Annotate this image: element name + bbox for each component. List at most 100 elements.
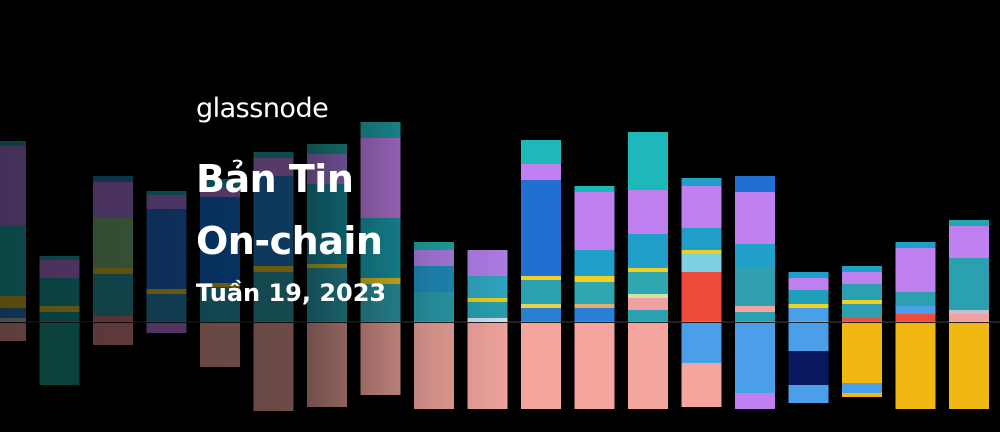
decor-bar-segment bbox=[521, 280, 561, 304]
banner-subtitle: Tuần 19, 2023 bbox=[196, 279, 387, 307]
decor-bar-segment bbox=[628, 272, 668, 294]
decor-bar-segment bbox=[467, 302, 508, 318]
decor-bar-segment bbox=[39, 278, 80, 306]
decor-bar-segment bbox=[788, 304, 829, 308]
decor-bar-segment bbox=[788, 385, 829, 403]
decor-bar-segment bbox=[146, 195, 187, 209]
decor-bar-segment bbox=[949, 310, 989, 314]
decor-bar-segment bbox=[0, 323, 26, 341]
decor-bar-segment bbox=[414, 266, 454, 292]
decor-bar-segment bbox=[93, 274, 133, 316]
decor-bar bbox=[628, 132, 668, 409]
decor-bar bbox=[788, 272, 829, 403]
decor-bar-segment bbox=[93, 218, 133, 268]
decor-bar-segment bbox=[895, 248, 936, 292]
decor-bar-segment bbox=[788, 323, 829, 351]
decor-bar-segment bbox=[681, 323, 722, 363]
decor-bar bbox=[574, 186, 615, 409]
decor-bar-segment bbox=[681, 186, 722, 228]
banner-title-line1: Bản Tin bbox=[196, 157, 354, 201]
decor-bar-segment bbox=[788, 278, 829, 290]
decor-bar-segment bbox=[949, 226, 989, 258]
decor-bar-segment bbox=[521, 180, 561, 276]
decor-bar-segment bbox=[360, 323, 401, 395]
decor-bar-segment bbox=[146, 209, 187, 289]
decor-bar-segment bbox=[628, 190, 668, 234]
decor-bar-segment bbox=[414, 292, 454, 322]
decor-bar-segment bbox=[949, 323, 989, 409]
decor-bar-segment bbox=[200, 323, 240, 367]
decor-bar-segment bbox=[93, 316, 133, 322]
decor-bar bbox=[895, 242, 936, 409]
decor-bar-segment bbox=[628, 234, 668, 268]
decor-bar-segment bbox=[39, 323, 80, 385]
decor-bar-segment bbox=[574, 282, 615, 304]
decor-bar-segment bbox=[842, 304, 882, 318]
glassnode-logo: glassnode bbox=[196, 93, 329, 124]
decor-bar-segment bbox=[253, 323, 294, 411]
decor-bar-segment bbox=[735, 192, 775, 244]
decor-bar-segment bbox=[949, 258, 989, 310]
decor-bar bbox=[949, 220, 989, 409]
decor-bar bbox=[681, 178, 722, 407]
decor-bar bbox=[521, 140, 561, 409]
decor-bar-segment bbox=[574, 323, 615, 409]
decor-bar-segment bbox=[735, 176, 775, 192]
banner-text-block: glassnode Bản Tin On-chain Tuần 19, 2023 bbox=[196, 92, 386, 308]
decor-bar-segment bbox=[467, 298, 508, 302]
decor-bar-segment bbox=[842, 318, 882, 322]
decor-bar-segment bbox=[521, 140, 561, 164]
decor-bar-segment bbox=[574, 186, 615, 192]
decor-bar-segment bbox=[146, 323, 187, 333]
decor-bar-segment bbox=[574, 304, 615, 308]
banner-title: Bản Tin On-chain bbox=[196, 148, 386, 272]
decor-bar-segment bbox=[788, 308, 829, 322]
decor-bar-segment bbox=[628, 298, 668, 310]
decor-bar-segment bbox=[467, 318, 508, 322]
decor-bar-segment bbox=[895, 292, 936, 306]
decor-bar-segment bbox=[0, 146, 26, 226]
decor-bar-segment bbox=[146, 191, 187, 195]
decor-bar-segment bbox=[521, 308, 561, 322]
decor-bar-segment bbox=[788, 290, 829, 304]
decor-bar-segment bbox=[842, 272, 882, 284]
decor-bar-segment bbox=[735, 393, 775, 409]
decor-bar-segment bbox=[628, 323, 668, 409]
decor-bar-segment bbox=[414, 250, 454, 266]
decor-bar-segment bbox=[895, 242, 936, 248]
decor-bar bbox=[39, 256, 80, 385]
decor-bar-segment bbox=[735, 306, 775, 312]
decor-bar-segment bbox=[842, 383, 882, 393]
decor-bar bbox=[842, 266, 882, 397]
decor-bar bbox=[414, 242, 454, 409]
decor-bar-segment bbox=[681, 228, 722, 250]
decor-bar-segment bbox=[521, 323, 561, 409]
decor-bar-segment bbox=[574, 308, 615, 322]
decor-bar-segment bbox=[0, 318, 26, 322]
decor-bar-segment bbox=[39, 256, 80, 260]
decor-bar-segment bbox=[628, 268, 668, 272]
decor-bar bbox=[467, 250, 508, 409]
decor-bar-segment bbox=[628, 294, 668, 298]
decor-bar bbox=[0, 141, 26, 341]
decor-bar-segment bbox=[895, 323, 936, 409]
decor-bar-segment bbox=[681, 250, 722, 254]
decor-bar-segment bbox=[467, 276, 508, 298]
decor-bar-segment bbox=[0, 296, 26, 308]
decor-bar-segment bbox=[93, 176, 133, 182]
banner-title-line2: On-chain bbox=[196, 219, 383, 263]
decor-bar-segment bbox=[574, 250, 615, 276]
decor-bar-segment bbox=[93, 182, 133, 218]
decor-bar-segment bbox=[93, 268, 133, 274]
decor-bar-segment bbox=[842, 266, 882, 272]
decor-bar bbox=[146, 191, 187, 333]
decor-bar-segment bbox=[735, 268, 775, 306]
decor-bar-segment bbox=[521, 276, 561, 280]
decor-bar-segment bbox=[628, 310, 668, 322]
decor-bar-segment bbox=[949, 220, 989, 226]
decor-bar-segment bbox=[414, 323, 454, 409]
decor-bar-segment bbox=[0, 141, 26, 146]
decor-bar-segment bbox=[681, 272, 722, 322]
decor-bar-segment bbox=[574, 276, 615, 282]
decor-bar-segment bbox=[895, 314, 936, 322]
